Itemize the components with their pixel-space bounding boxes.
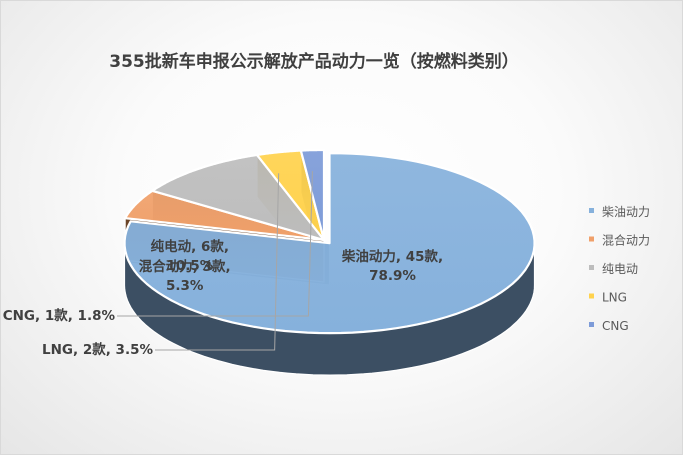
slice-top-LNG <box>255 149 326 242</box>
data-label-柴油动力: 柴油动力, 45款, 78.9% <box>341 248 443 284</box>
leader-line-LNG <box>155 173 280 351</box>
legend-swatch-CNG <box>589 322 594 327</box>
slice-top-纯电动 <box>151 153 326 242</box>
legend-label-CNG: CNG <box>602 319 629 333</box>
legend-label-混合动力: 混合动力 <box>602 233 650 248</box>
legend-swatch-LNG <box>589 293 594 299</box>
chart-title: 355批新车申报公示解放产品动力一览（按燃料类别） <box>109 51 519 72</box>
legend-swatch-混合动力 <box>589 236 594 242</box>
legend-label-LNG: LNG <box>602 291 627 305</box>
legend-label-纯电动: 纯电动 <box>602 262 638 276</box>
data-label-LNG: LNG, 2款, 3.5% <box>42 341 153 358</box>
leader-lines <box>117 171 313 351</box>
legend-label-柴油动力: 柴油动力 <box>602 205 650 219</box>
pie-tops <box>123 148 536 335</box>
data-label-纯电动: 纯电动, 6款, 10.5% <box>151 238 229 274</box>
data-labels: 柴油动力, 45款, 78.9% 混合动力, 3款, 5.3%纯电动, 6款, 10.5… <box>3 238 443 358</box>
legend-swatch-纯电动 <box>589 265 594 270</box>
data-label-CNG: CNG, 1款, 1.8% <box>3 307 116 324</box>
slice-top-柴油动力 <box>123 152 536 335</box>
leader-line-CNG <box>117 171 313 317</box>
legend-swatch-柴油动力 <box>589 208 594 213</box>
slice-top-CNG <box>299 148 326 242</box>
data-label-混合动力: 混合动力, 3款, 5.3% <box>139 258 231 294</box>
slice-top-混合动力 <box>124 189 326 242</box>
pie-group <box>123 148 536 376</box>
